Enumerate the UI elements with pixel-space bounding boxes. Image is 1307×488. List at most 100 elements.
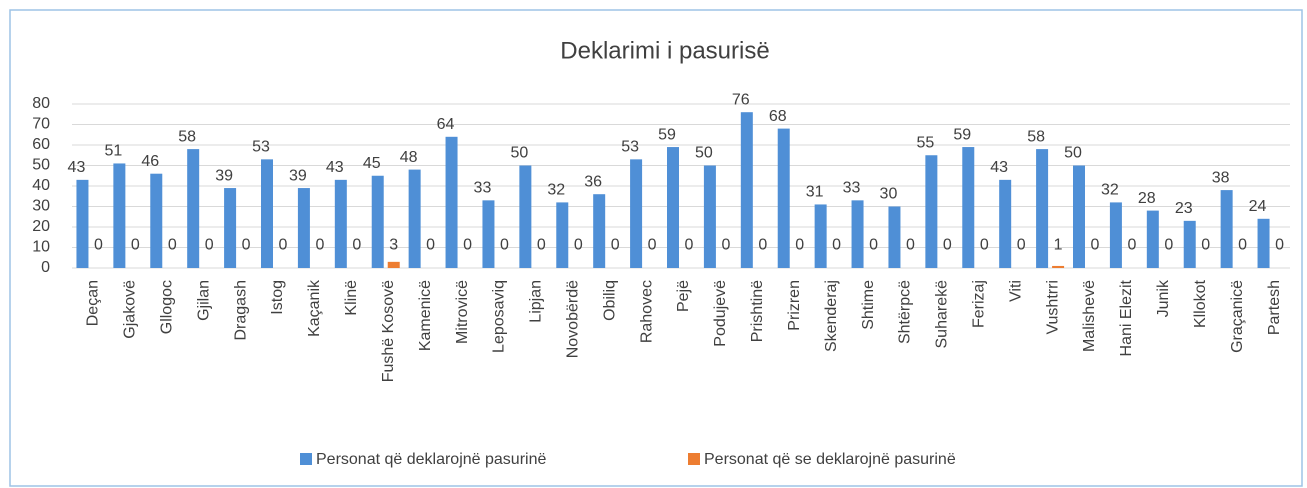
data-label: 28 (1138, 190, 1156, 207)
data-label: 76 (732, 91, 750, 108)
x-tick-label: Novobërdë (564, 280, 581, 358)
bar (482, 200, 495, 268)
bar (113, 163, 126, 268)
bar (519, 165, 532, 268)
data-label: 33 (474, 180, 492, 197)
bar (1052, 265, 1065, 268)
x-tick-label: Gjilan (195, 280, 212, 321)
data-label: 0 (1201, 237, 1210, 254)
data-label: 38 (1212, 169, 1230, 186)
x-tick-label: Mitrovicë (454, 280, 471, 344)
bar (224, 188, 237, 268)
data-label: 24 (1249, 198, 1267, 215)
data-label: 0 (832, 237, 841, 254)
data-label: 0 (1238, 237, 1247, 254)
x-tick-label: Istog (269, 280, 286, 315)
x-tick-label: Hani Elezit (1118, 279, 1135, 356)
data-label: 32 (547, 182, 565, 199)
bar (851, 200, 864, 268)
data-label: 0 (1164, 237, 1173, 254)
y-tick-label: 10 (32, 239, 50, 256)
x-tick-label: Kamenicë (417, 280, 434, 351)
bar (1073, 165, 1085, 268)
bar (814, 204, 827, 268)
data-label: 30 (880, 186, 898, 203)
bar (999, 179, 1012, 268)
x-tick-label: Malishevë (1081, 280, 1098, 352)
data-label: 0 (131, 237, 140, 254)
bar (261, 159, 273, 268)
data-label: 43 (326, 159, 344, 176)
data-label: 50 (1064, 145, 1082, 162)
data-label: 0 (1091, 237, 1100, 254)
data-label: 0 (94, 237, 103, 254)
data-label: 33 (843, 180, 861, 197)
bar (593, 194, 606, 268)
bar (667, 147, 679, 268)
legend-swatch (300, 453, 312, 465)
data-label: 59 (658, 126, 676, 143)
x-tick-label: Kllokot (1192, 279, 1209, 328)
data-label: 55 (916, 134, 934, 151)
data-label: 51 (104, 143, 122, 160)
x-tick-label: Kaçanik (306, 279, 323, 337)
data-label: 31 (806, 184, 824, 201)
data-label: 0 (943, 237, 952, 254)
x-tick-label: Viti (1007, 280, 1024, 302)
x-tick-label: Shtime (860, 280, 877, 330)
data-label: 39 (215, 167, 233, 184)
legend-swatch (688, 453, 700, 465)
x-tick-label: Partesh (1266, 280, 1283, 335)
data-label: 0 (1127, 237, 1136, 254)
x-tick-label: Prizren (786, 280, 803, 331)
x-tick-label: Graçanicë (1229, 280, 1246, 353)
bar (703, 165, 716, 268)
chart-frame (9, 9, 1303, 487)
data-label: 58 (1027, 128, 1045, 145)
data-label: 43 (68, 159, 86, 176)
bar (408, 169, 421, 268)
data-label: 1 (1054, 237, 1063, 254)
data-label: 48 (400, 149, 418, 166)
data-label: 0 (906, 237, 915, 254)
bar (1036, 149, 1049, 268)
data-label: 36 (584, 173, 602, 190)
bar (888, 206, 901, 268)
x-tick-label: Vushtrri (1044, 280, 1061, 335)
bar (387, 261, 400, 268)
bar (76, 179, 89, 268)
data-label: 0 (869, 237, 878, 254)
data-label: 0 (463, 237, 472, 254)
bar (1183, 220, 1196, 268)
x-tick-label: Fushë Kosovë (380, 280, 397, 382)
x-tick-label: Gjakovë (122, 280, 139, 339)
data-label: 0 (352, 237, 361, 254)
x-tick-label: Shtërpcë (897, 280, 914, 344)
data-label: 0 (426, 237, 435, 254)
y-tick-label: 30 (32, 198, 50, 215)
bar (297, 188, 310, 268)
x-tick-label: Podujevë (712, 280, 729, 347)
x-tick-label: Klinë (343, 280, 360, 316)
bar (962, 147, 975, 268)
x-tick-label: Suharekë (934, 280, 951, 349)
data-label: 0 (1275, 237, 1284, 254)
data-label: 53 (621, 139, 639, 156)
y-tick-label: 40 (32, 177, 50, 194)
bar (1257, 218, 1270, 268)
chart-title: Deklarimi i pasurisë (560, 37, 769, 64)
data-label: 0 (980, 237, 989, 254)
y-tick-label: 80 (32, 95, 50, 112)
x-tick-label: Deçan (85, 280, 102, 326)
y-tick-label: 70 (32, 116, 50, 133)
bar (334, 179, 347, 268)
data-label: 43 (990, 159, 1008, 176)
data-label: 0 (758, 237, 767, 254)
data-label: 0 (574, 237, 583, 254)
bar (445, 136, 458, 268)
data-label: 23 (1175, 200, 1193, 217)
bar (150, 173, 163, 268)
y-tick-label: 60 (32, 136, 50, 153)
x-tick-label: Pejë (675, 280, 692, 312)
data-label: 0 (205, 237, 214, 254)
